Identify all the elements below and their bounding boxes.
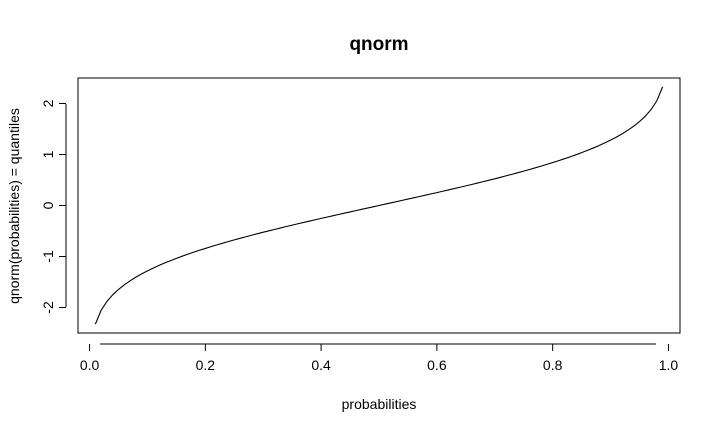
x-ticks: 0.0 0.2 0.4 0.6 0.8 1.0 <box>80 344 679 373</box>
x-tick-label: 0.8 <box>543 357 563 373</box>
y-ticks: -2 -1 0 1 2 <box>40 99 66 314</box>
x-tick-label: 0.4 <box>311 357 331 373</box>
y-tick-label: 1 <box>40 150 56 158</box>
y-tick-label: 2 <box>40 99 56 107</box>
x-axis-label: probabilities <box>342 396 417 412</box>
series-line <box>94 86 664 325</box>
x-tick-label: 1.0 <box>659 357 679 373</box>
chart-title: qnorm <box>349 34 408 55</box>
x-tick-label: 0.6 <box>427 357 447 373</box>
y-tick-label: -2 <box>40 301 56 314</box>
y-axis-label: qnorm(probabilities) = quantiles <box>6 108 22 304</box>
x-tick-label: 0.2 <box>196 357 216 373</box>
x-tick-label: 0.0 <box>80 357 100 373</box>
y-tick-label: -1 <box>40 250 56 263</box>
plot-box <box>77 77 681 334</box>
y-tick-label: 0 <box>40 201 56 209</box>
